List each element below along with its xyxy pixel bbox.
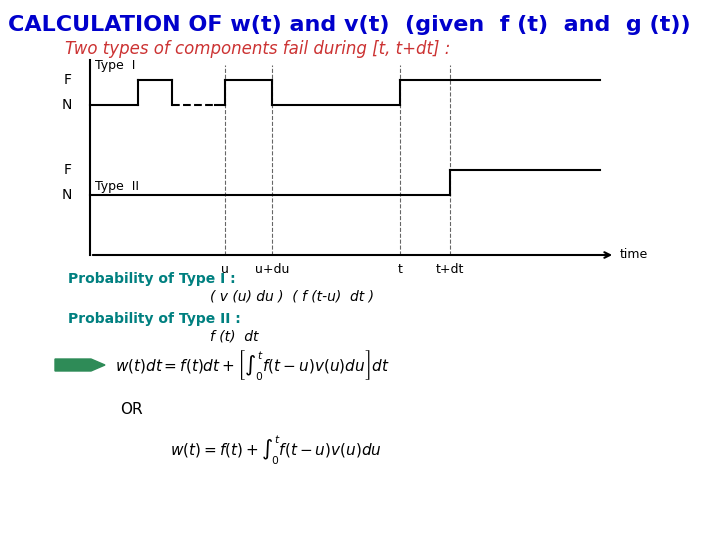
Text: Type  II: Type II [95, 180, 139, 193]
Text: OR: OR [120, 402, 143, 417]
Text: Probability of Type II :: Probability of Type II : [68, 312, 240, 326]
Text: u+du: u+du [255, 263, 289, 276]
Text: u: u [221, 263, 229, 276]
Text: time: time [620, 248, 648, 261]
Text: N: N [62, 188, 72, 202]
Text: Type  I: Type I [95, 59, 135, 72]
Text: $w(t)dt = f(t)dt + \left[\int_0^t f(t-u)v(u)du\right] dt$: $w(t)dt = f(t)dt + \left[\int_0^t f(t-u)… [115, 348, 390, 382]
Text: ( v (u) du )  ( f (t-u)  dt ): ( v (u) du ) ( f (t-u) dt ) [210, 290, 374, 304]
Text: N: N [62, 98, 72, 112]
Text: Two types of components fail during [t, t+dt] :: Two types of components fail during [t, … [65, 40, 451, 58]
Text: $w(t) = f(t) + \int_0^t f(t-u)v(u)du$: $w(t) = f(t) + \int_0^t f(t-u)v(u)du$ [170, 433, 382, 467]
Text: t: t [397, 263, 402, 276]
Text: Probability of Type I :: Probability of Type I : [68, 272, 235, 286]
Text: F: F [64, 163, 72, 177]
FancyArrow shape [55, 359, 105, 371]
Text: F: F [64, 73, 72, 87]
Text: f (t)  dt: f (t) dt [210, 330, 258, 344]
Text: CALCULATION OF w(t) and v(t)  (given  f (t)  and  g (t)): CALCULATION OF w(t) and v(t) (given f (t… [8, 15, 690, 35]
Text: t+dt: t+dt [436, 263, 464, 276]
